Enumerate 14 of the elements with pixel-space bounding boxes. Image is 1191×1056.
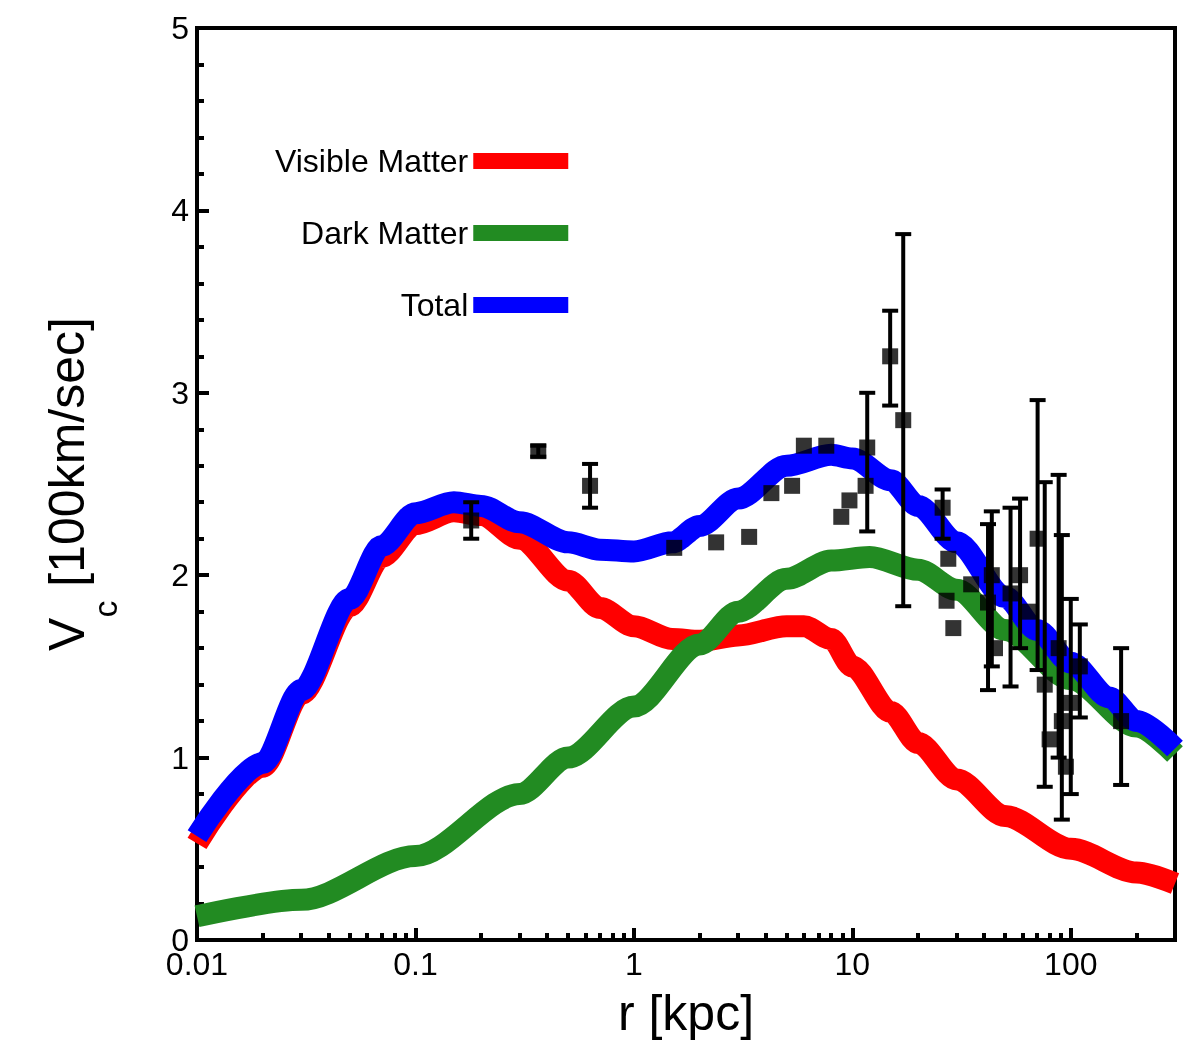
x-tick-label: 0.1 bbox=[393, 946, 438, 982]
x-tick-label: 10 bbox=[834, 946, 871, 982]
y-tick-label: 1 bbox=[171, 739, 189, 776]
y-tick-label: 5 bbox=[171, 10, 189, 46]
legend-label: Visible Matter bbox=[275, 143, 469, 179]
legend-label: Dark Matter bbox=[301, 215, 469, 251]
x-tick-label: 100 bbox=[1044, 946, 1098, 982]
y-tick-label: 4 bbox=[171, 192, 189, 229]
x-tick-label: 1 bbox=[624, 946, 643, 982]
x-axis-title: r [kpc] bbox=[617, 985, 755, 1041]
y-tick-label: 2 bbox=[171, 557, 189, 594]
y-axis-title: Vc [100km/sec] bbox=[39, 317, 124, 651]
y-tick-label: 3 bbox=[171, 374, 189, 411]
legend-label: Total bbox=[400, 287, 469, 323]
